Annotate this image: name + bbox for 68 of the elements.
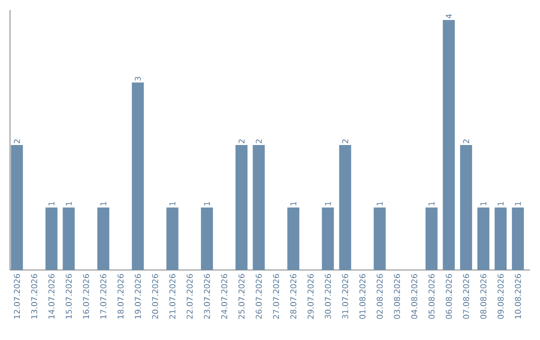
x-tick-label: 08.08.2026 <box>480 274 486 319</box>
bar <box>97 208 110 270</box>
bar <box>62 208 75 270</box>
x-tick-label: 28.07.2026 <box>290 274 296 319</box>
data-label: 2 <box>256 140 262 144</box>
x-tick-label: 06.08.2026 <box>446 274 452 319</box>
data-label: 2 <box>463 140 470 144</box>
x-tick-label: 04.08.2026 <box>411 274 418 319</box>
x-tick-label: 24.07.2026 <box>221 274 228 319</box>
x-tick-label: 03.08.2026 <box>394 274 400 319</box>
bar <box>252 145 265 270</box>
x-tick-label: 25.07.2026 <box>238 274 245 319</box>
x-tick-label: 29.07.2026 <box>308 274 314 319</box>
x-tick-label: 01.08.2026 <box>359 274 366 319</box>
x-tick-label: 26.07.2026 <box>256 274 262 319</box>
x-tick-label: 15.07.2026 <box>66 274 72 318</box>
bar <box>374 208 386 270</box>
bar <box>322 208 334 270</box>
data-label: 2 <box>238 140 244 144</box>
bar <box>426 208 438 270</box>
data-label: 4 <box>446 14 452 18</box>
x-tick-label: 31.07.2026 <box>342 274 348 319</box>
x-tick-label: 16.07.2026 <box>82 274 90 318</box>
x-tick-label: 19.07.2026 <box>134 274 141 318</box>
x-tick-label: 07.08.2026 <box>463 274 470 319</box>
data-label: 1 <box>324 202 331 206</box>
x-tick-label: 02.08.2026 <box>376 274 383 319</box>
x-tick-label: 12.07.2026 <box>14 274 20 318</box>
x-tick-label: 09.08.2026 <box>498 274 504 319</box>
x-tick-label: 30.07.2026 <box>324 274 331 319</box>
x-tick-label: 21.07.2026 <box>169 274 176 319</box>
x-tick-label: 13.07.2026 <box>31 274 38 318</box>
x-tick-label: 22.07.2026 <box>186 274 193 319</box>
bar <box>45 208 58 270</box>
x-tick-label: 27.07.2026 <box>273 274 280 319</box>
data-label: 3 <box>134 76 141 81</box>
bar <box>339 145 352 270</box>
x-tick-label: 14.07.2026 <box>48 274 54 318</box>
bar <box>477 208 490 270</box>
bar <box>236 145 248 270</box>
data-label: 1 <box>514 202 521 206</box>
x-tick-label: 23.07.2026 <box>204 274 210 319</box>
bar <box>10 145 23 270</box>
data-label: 1 <box>169 202 176 206</box>
data-label: 2 <box>14 140 20 144</box>
data-label: 2 <box>342 140 348 144</box>
x-tick-label: 17.07.2026 <box>100 274 106 318</box>
bar <box>132 82 144 270</box>
data-label: 1 <box>376 202 383 206</box>
bar <box>200 208 213 270</box>
x-tick-label: 20.07.2026 <box>152 274 158 319</box>
data-label: 1 <box>204 202 210 206</box>
data-label: 1 <box>66 202 72 206</box>
x-tick-label: 10.08.2026 <box>514 274 521 318</box>
bar <box>287 208 300 270</box>
data-label: 1 <box>480 202 486 206</box>
bar <box>442 20 455 270</box>
data-label: 1 <box>48 202 54 206</box>
bar <box>494 208 507 270</box>
data-label: 1 <box>428 202 434 206</box>
x-tick-label: 18.07.2026 <box>118 274 124 318</box>
data-label: 1 <box>100 202 106 206</box>
data-label: 1 <box>498 202 504 206</box>
bar <box>512 208 524 270</box>
x-tick-label: 05.08.2026 <box>428 274 435 319</box>
bar <box>460 145 472 270</box>
bar <box>166 208 178 270</box>
data-label: 1 <box>290 202 296 206</box>
